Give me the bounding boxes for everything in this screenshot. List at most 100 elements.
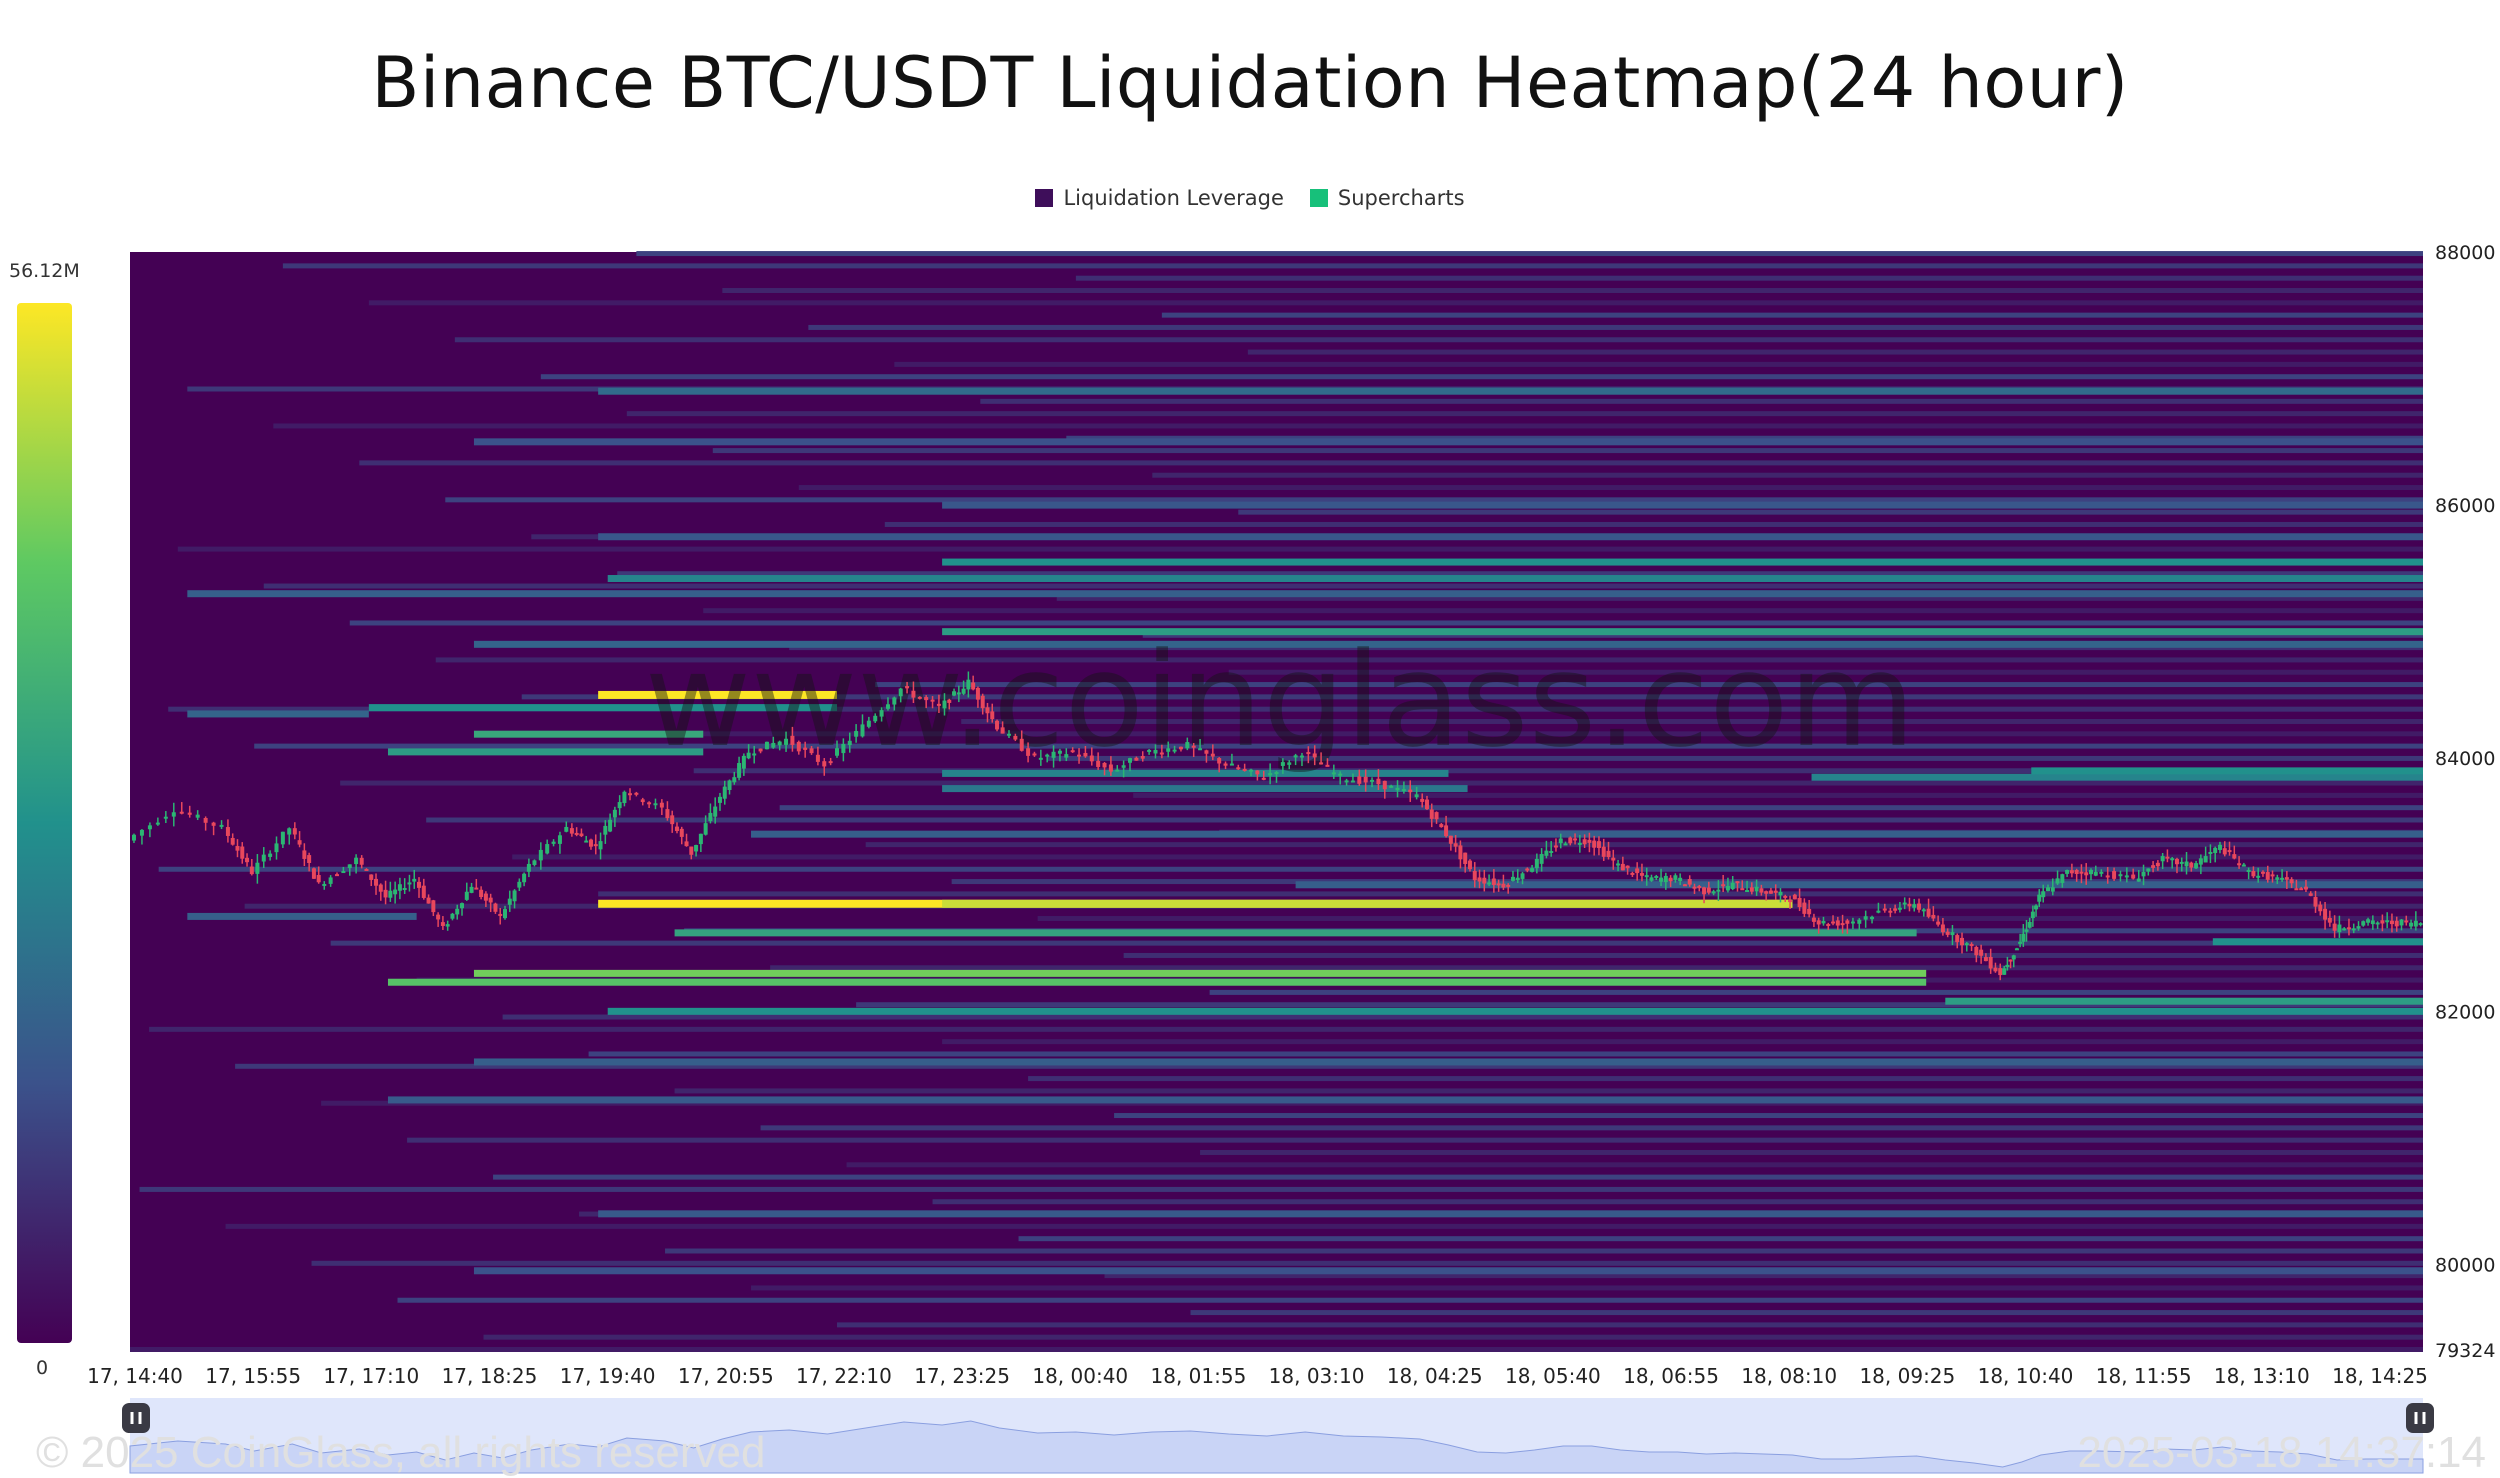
pause-icon-bar	[2422, 1412, 2426, 1424]
candle-body	[771, 742, 776, 748]
candle-body	[397, 884, 402, 891]
candle-body	[1988, 956, 1993, 969]
candle-body	[1013, 735, 1018, 740]
candle-body	[1424, 799, 1429, 810]
candle-body	[335, 874, 340, 877]
ambient-band	[1056, 595, 2423, 601]
candle-body	[493, 903, 498, 912]
candle-body	[898, 688, 903, 697]
candle-body	[1089, 755, 1094, 762]
candle-body	[990, 711, 995, 720]
candle-body	[713, 806, 718, 817]
candle-body	[1420, 798, 1425, 802]
candle-body	[617, 802, 622, 809]
ambient-band	[1152, 472, 2423, 478]
candle-body	[1525, 868, 1530, 871]
candle-body	[1654, 876, 1659, 879]
candle-body	[261, 854, 266, 862]
color-scale-min-label: 0	[36, 1357, 49, 1379]
candle-body	[364, 869, 369, 872]
candle-body	[464, 891, 469, 900]
candle-body	[1325, 764, 1330, 767]
candle-body	[1611, 857, 1616, 861]
candle-body	[1821, 921, 1826, 924]
candle-body	[1596, 841, 1601, 849]
candle-body	[517, 881, 522, 888]
ambient-band	[397, 1297, 2424, 1303]
candle-body	[1983, 957, 1988, 962]
candle-body	[574, 832, 579, 835]
candle-body	[2165, 856, 2170, 859]
x-tick-label: 18, 08:10	[1741, 1364, 1837, 1388]
candle-body	[2074, 869, 2079, 874]
candle-body	[2346, 927, 2351, 930]
candle-body	[1534, 858, 1539, 869]
liquidation-level-band	[387, 978, 1927, 986]
candle-body	[1659, 877, 1664, 882]
candle-body	[2151, 865, 2156, 868]
liquidation-level-band	[387, 1096, 2423, 1104]
candle-body	[593, 844, 598, 847]
candle-body	[1649, 877, 1654, 881]
liquidation-level-band	[368, 704, 838, 712]
candle-body	[417, 881, 422, 888]
navigator-handle-left[interactable]	[122, 1403, 150, 1433]
candle-body	[1587, 839, 1592, 843]
legend-item-liquidation-leverage[interactable]: Liquidation Leverage	[1035, 186, 1284, 210]
x-tick-label: 18, 01:55	[1151, 1364, 1247, 1388]
candle-body	[1759, 888, 1764, 893]
candle-body	[717, 796, 722, 803]
candle-body	[2055, 878, 2060, 884]
candle-body	[1293, 755, 1298, 758]
candle-body	[316, 875, 321, 883]
pause-icon	[122, 1403, 150, 1433]
candle-body	[440, 922, 445, 926]
candle-body	[670, 815, 675, 825]
candle-body	[1191, 745, 1196, 748]
candle-body	[388, 890, 393, 898]
candle-body	[2213, 847, 2218, 854]
candle-body	[885, 704, 890, 709]
candle-body	[1487, 882, 1492, 885]
candle-body	[203, 817, 208, 823]
ambient-band	[483, 1334, 2424, 1340]
ambient-band	[454, 337, 2423, 343]
candle-body	[1811, 917, 1816, 922]
liquidation-level-band	[473, 730, 704, 738]
x-tick-label: 17, 19:40	[560, 1364, 656, 1388]
color-scale-bar[interactable]	[17, 303, 72, 1343]
candle-body	[608, 819, 613, 832]
candle-body	[1788, 900, 1793, 903]
ambient-band	[407, 1137, 2424, 1143]
candle-body	[2303, 886, 2308, 890]
candle-body	[2380, 920, 2385, 924]
ambient-band	[235, 1063, 2423, 1069]
navigator-handle-right[interactable]	[2406, 1403, 2434, 1433]
y-tick-label: 82000	[2435, 1001, 2495, 1023]
liquidation-level-band	[598, 387, 2423, 395]
ambient-band	[1142, 632, 2423, 638]
candle-body	[268, 853, 273, 857]
legend-item-supercharts[interactable]: Supercharts	[1309, 186, 1465, 210]
candle-body	[2299, 888, 2304, 891]
ambient-band	[798, 485, 2423, 491]
candle-body	[777, 741, 782, 746]
candle-body	[2294, 888, 2299, 891]
liquidation-level-band	[598, 533, 2423, 541]
ambient-band	[617, 571, 2424, 577]
candle-body	[1558, 838, 1563, 844]
candle-body	[956, 692, 961, 695]
candle-body	[538, 849, 543, 861]
candle-body	[2308, 893, 2313, 896]
candle-body	[1019, 738, 1024, 751]
candle-body	[1682, 884, 1687, 887]
candle-body	[1539, 854, 1544, 864]
candle-body	[985, 707, 990, 714]
x-tick-label: 17, 20:55	[678, 1364, 774, 1388]
candle-body	[1467, 860, 1472, 870]
candle-body	[1491, 878, 1496, 885]
ambient-band	[359, 460, 2423, 466]
legend-swatch	[1309, 189, 1328, 207]
candle-body	[163, 816, 168, 819]
liquidation-level-band	[942, 769, 1449, 777]
